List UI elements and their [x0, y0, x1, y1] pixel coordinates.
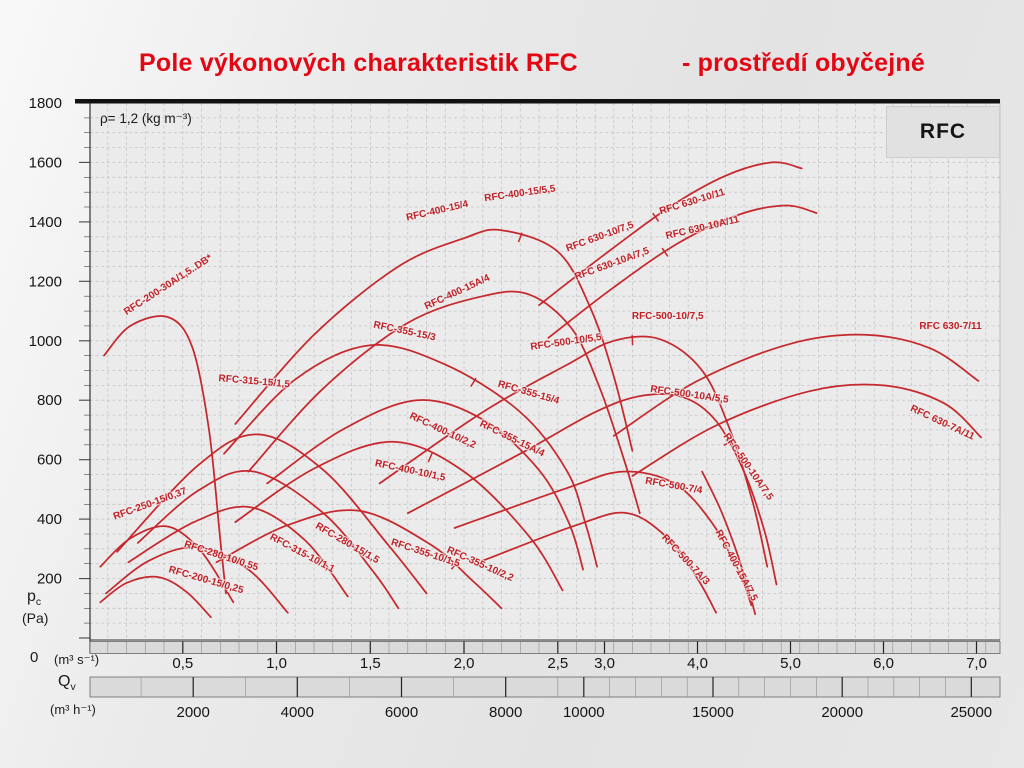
density-note: ρ= 1,2 (kg m⁻³)	[100, 111, 192, 126]
curve-rfc-630-7-11	[612, 333, 980, 437]
x1-tick-label: 1,5	[360, 655, 381, 672]
y-tick-label: 1800	[29, 95, 62, 112]
curve-rfc-630-10	[538, 161, 803, 306]
x-axis-unit-m3h: (m³ h⁻¹)	[50, 702, 96, 717]
y-tick-label: 600	[37, 452, 62, 469]
x1-tick-label: 5,0	[780, 655, 801, 672]
y-axis-unit: (Pa)	[22, 610, 49, 626]
curve-rfc-200-30a-1-5-db-	[103, 315, 227, 595]
curve-rfc-355-10	[215, 509, 503, 610]
curve-rfc-400-15a-4	[247, 290, 641, 515]
x2-tick-label: 2000	[177, 704, 210, 721]
curve-rfc-400-15a-7-5	[701, 470, 757, 616]
curve-segment-tick	[661, 247, 669, 257]
curve-segment-tick	[517, 232, 523, 243]
y-axis-quantity: pc	[27, 588, 42, 609]
y-tick-label: 1400	[29, 214, 62, 231]
y-axis-zero-label: 0	[30, 649, 39, 666]
curve-label: RFC 630-7/11	[919, 321, 982, 332]
curve-rfc-315-15-1-5	[116, 433, 428, 595]
curve-rfc-500-7-4	[453, 470, 753, 607]
x1-tick-label: 4,0	[687, 655, 708, 672]
curve-segment-tick	[723, 439, 733, 446]
x2-tick-label: 20000	[821, 704, 863, 721]
curve-rfc-500-7a-3	[481, 511, 717, 614]
x1-tick-label: 7,0	[966, 655, 987, 672]
curve-rfc-355-15	[223, 343, 598, 568]
x1-tick-label: 1,0	[266, 655, 287, 672]
page-title-suffix: - prostředí obyčejné	[682, 49, 925, 77]
y-tick-label: 1000	[29, 333, 62, 350]
x1-tick-label: 2,0	[454, 655, 475, 672]
curve-rfc-630-10a	[547, 204, 818, 339]
y-tick-labels: 1800 1600 1400 1200 1000 800 600 400 200	[29, 95, 62, 588]
page-title: Pole výkonových charakteristik RFC	[139, 49, 578, 77]
series-tag-label: RFC	[919, 120, 967, 143]
curve-rfc-630-7a-11	[631, 383, 982, 477]
curve-rfc-250-15-0-37	[99, 525, 235, 604]
curve-rfc-400-15	[234, 228, 634, 452]
curve-rfc-200-15-0-25	[99, 575, 212, 619]
y-tick-label: 800	[37, 392, 62, 409]
curve-segment-tick	[470, 377, 477, 388]
axes-chrome	[75, 99, 1001, 654]
y-tick-label: 1600	[29, 154, 62, 171]
x1-tick-label: 2,5	[547, 655, 568, 672]
x2-tick-label: 15000	[692, 704, 734, 721]
y-tick-label: 200	[37, 571, 62, 588]
x1-tick-label: 3,0	[594, 655, 615, 672]
curve-rfc-280-15-1-5	[136, 469, 400, 610]
series-tag-box: RFC	[886, 106, 1000, 158]
x1-tick-label: 0,5	[172, 655, 193, 672]
curve-label: RFC-500-10/7,5	[632, 311, 704, 322]
grid	[90, 103, 1000, 640]
curve-rfc-315-10-1-1	[127, 505, 349, 598]
x1-tick-label: 6,0	[873, 655, 894, 672]
curve-segment-tick	[450, 561, 459, 570]
x2-tick-label: 10000	[563, 704, 605, 721]
curve-rfc-280-10-0-55	[105, 546, 289, 614]
y-tick-label: 1200	[29, 273, 62, 290]
curve-rfc-400-10	[234, 440, 564, 592]
x2-tick-label: 25000	[950, 704, 992, 721]
curve-segment-tick	[427, 452, 433, 463]
x2-tick-label: 8000	[489, 704, 522, 721]
x-axis-quantity: Qv	[58, 673, 76, 694]
curve-segment-tick	[652, 212, 660, 222]
x2-tick-label: 4000	[281, 704, 314, 721]
fan-curves	[99, 161, 982, 619]
x2-tick-label: 6000	[385, 704, 418, 721]
plot-top-rule	[75, 99, 1000, 104]
y-tick-label: 400	[37, 511, 62, 528]
x-axis-unit-m3s: (m³ s⁻¹)	[54, 652, 100, 667]
x-scale-m3s: 0,5 1,0 1,5 2,0 2,5 3,0 4,0 5,0 6,0 7,0	[89, 641, 1001, 672]
x-scale-m3h: 2000 4000 6000 8000 10000 15000 20000 25000	[89, 676, 1001, 721]
